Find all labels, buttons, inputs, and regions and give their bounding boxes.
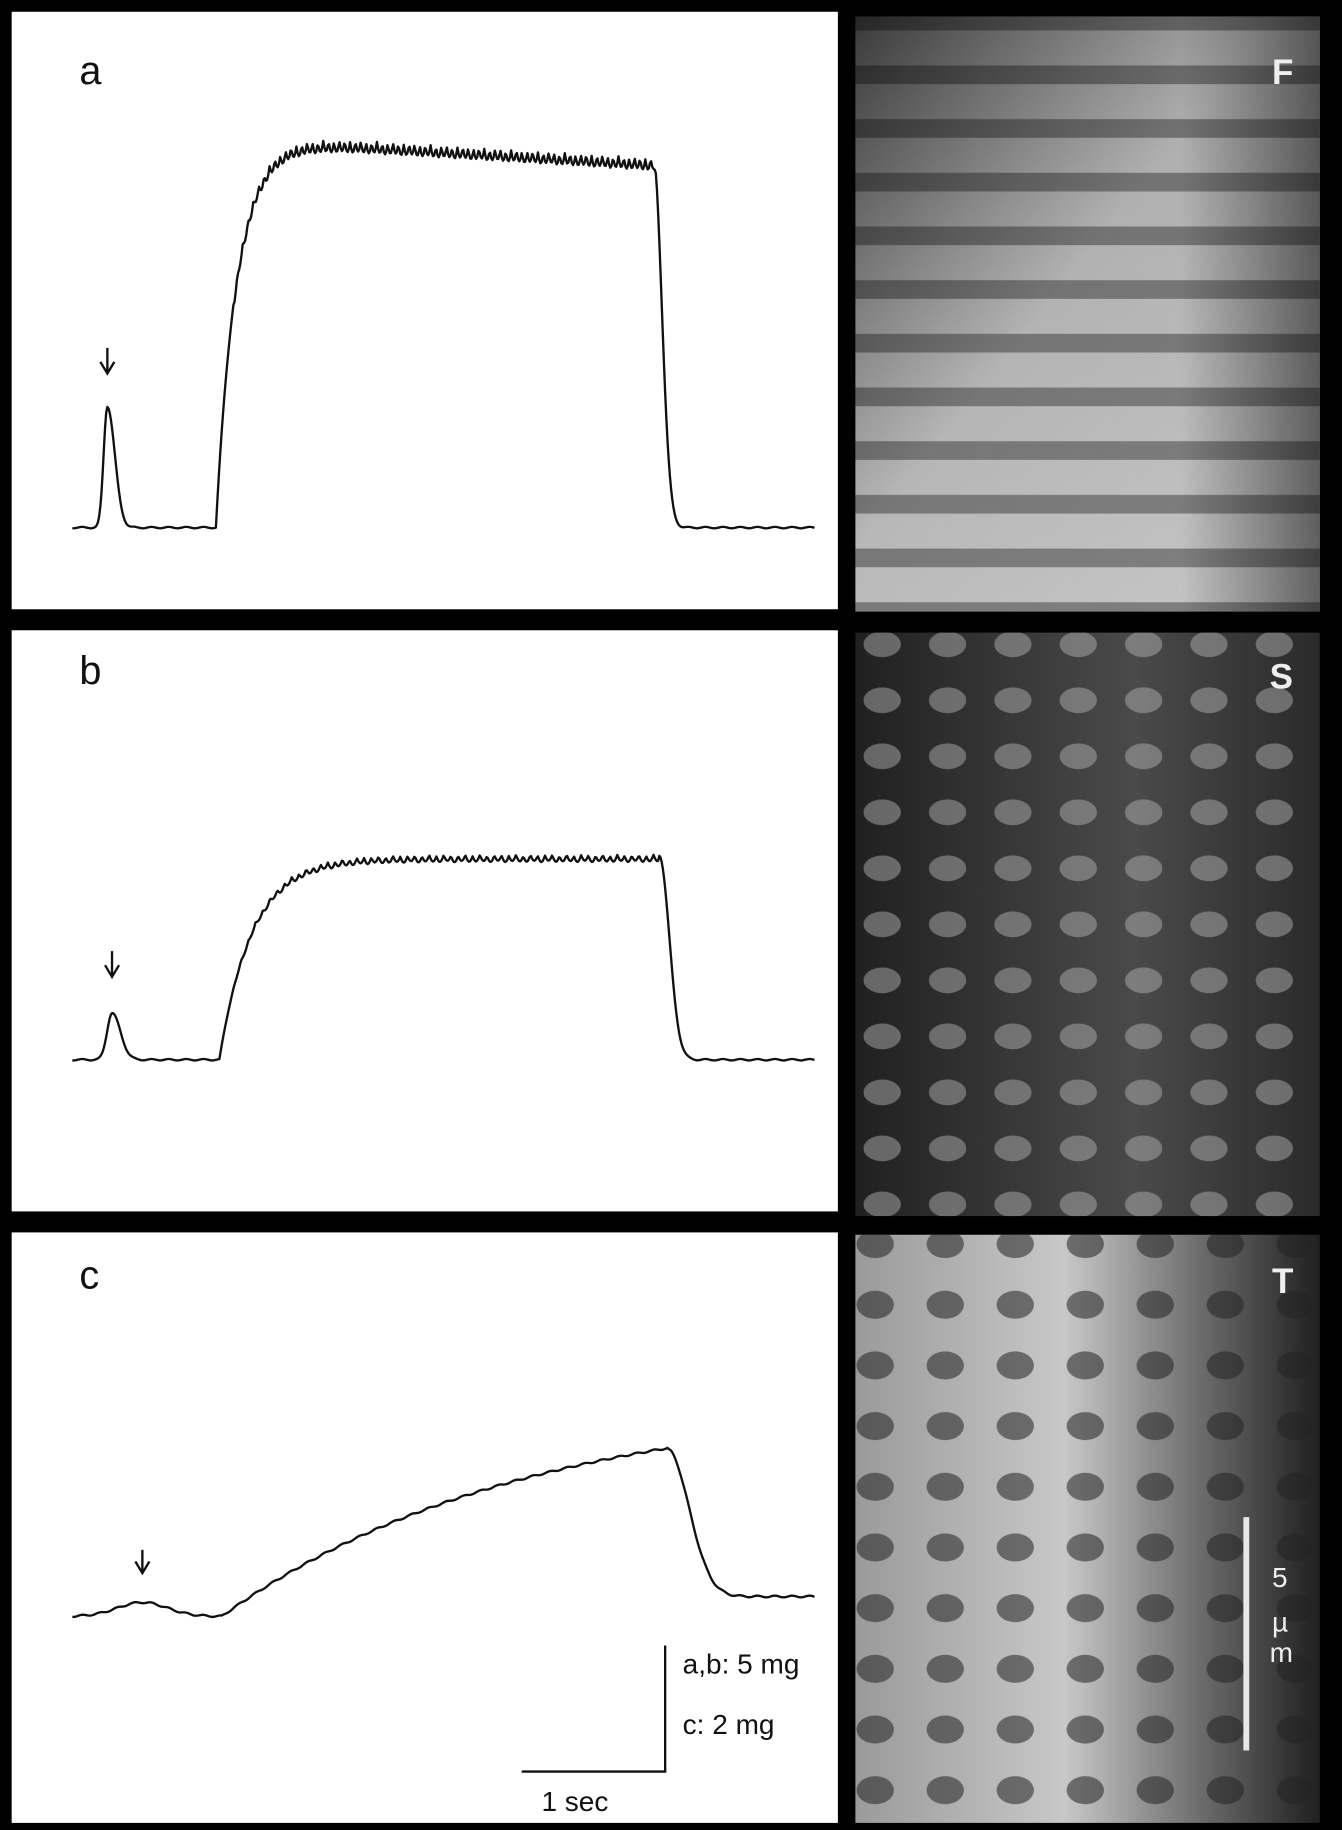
- panel-label: c: [79, 1253, 99, 1297]
- arrow: [99, 347, 116, 376]
- force-trace: [72, 1446, 815, 1619]
- micrograph-f-shade: [855, 16, 1320, 612]
- arrow: [134, 1549, 151, 1576]
- micrograph-s-texture: [855, 632, 1320, 1217]
- image-label: S: [1270, 658, 1293, 697]
- force-trace: [72, 853, 815, 1062]
- panel-label: a: [79, 49, 102, 93]
- stimulus-arrows: [99, 347, 151, 1576]
- arrow: [104, 951, 121, 980]
- micrograph-t-texture: [855, 1234, 1320, 1823]
- scale-bar: [521, 1645, 667, 1773]
- length-label: m: [1270, 1637, 1293, 1668]
- force-trace: [72, 139, 815, 530]
- length-label: 5: [1272, 1562, 1288, 1593]
- length-label: µ: [1272, 1607, 1288, 1638]
- panel-a: [11, 11, 838, 610]
- panel-b: [11, 630, 838, 1212]
- force-scale-c: c: 2 mg: [683, 1709, 775, 1740]
- image-label: T: [1272, 1262, 1293, 1301]
- panel-c: [11, 1232, 838, 1823]
- panel-label: b: [79, 649, 101, 693]
- image-label: F: [1272, 53, 1293, 92]
- time-scale: 1 sec: [541, 1786, 608, 1817]
- force-scale-ab: a,b: 5 mg: [683, 1649, 800, 1680]
